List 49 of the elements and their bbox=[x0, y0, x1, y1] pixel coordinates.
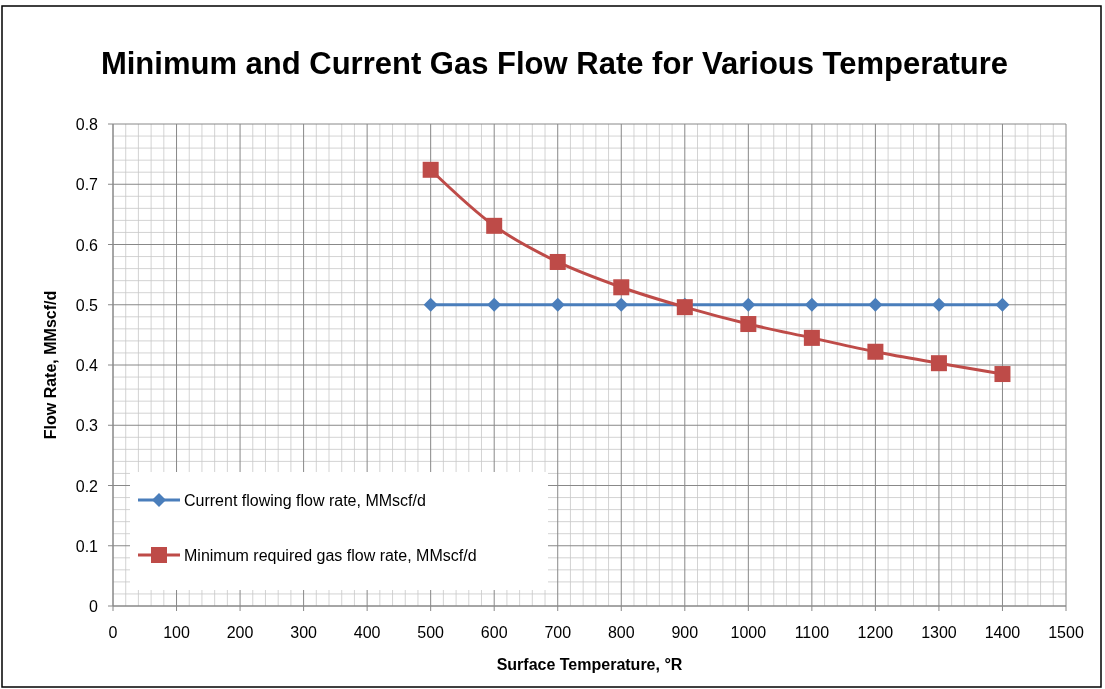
point bbox=[423, 297, 438, 312]
y-tick-label: 0 bbox=[89, 598, 99, 615]
point bbox=[868, 297, 883, 312]
point bbox=[803, 329, 820, 346]
x-tick-label: 1300 bbox=[921, 624, 957, 641]
y-axis-title: Flow Rate, MMscf/d bbox=[42, 290, 59, 440]
x-axis-title: Surface Temperature, °R bbox=[496, 656, 683, 673]
x-tick-label: 1400 bbox=[984, 624, 1021, 641]
point bbox=[740, 316, 757, 333]
point bbox=[486, 217, 503, 234]
point bbox=[549, 253, 566, 270]
x-tick-label: 800 bbox=[607, 624, 635, 641]
point bbox=[867, 343, 884, 360]
y-tick-label: 0.3 bbox=[75, 417, 99, 435]
y-tick-label: 0.6 bbox=[75, 236, 99, 254]
x-tick-label: 0 bbox=[108, 624, 118, 641]
x-tick-label: 1100 bbox=[794, 624, 830, 641]
point bbox=[930, 355, 947, 372]
point bbox=[422, 161, 439, 178]
x-tick-label: 1000 bbox=[730, 624, 767, 641]
x-tick-label: 700 bbox=[544, 624, 572, 641]
y-tick-label: 0.4 bbox=[75, 357, 99, 374]
point bbox=[804, 297, 819, 312]
x-tick-label: 500 bbox=[417, 624, 445, 641]
point bbox=[931, 297, 946, 312]
y-tick-label: 0.7 bbox=[75, 176, 99, 194]
x-tick-label: 1200 bbox=[857, 624, 894, 641]
point bbox=[487, 297, 502, 312]
x-tick-label: 100 bbox=[163, 624, 190, 641]
x-tick-label: 900 bbox=[671, 624, 699, 641]
x-tick-label: 1500 bbox=[1048, 624, 1084, 641]
point bbox=[614, 297, 629, 312]
legend-label: Minimum required gas flow rate, MMscf/d bbox=[184, 547, 477, 564]
point bbox=[994, 366, 1011, 383]
point bbox=[613, 279, 630, 296]
x-tick-label: 600 bbox=[480, 624, 508, 641]
point bbox=[995, 297, 1010, 312]
point bbox=[741, 297, 756, 312]
chart-title: Minimum and Current Gas Flow Rate for Various Temperature bbox=[100, 46, 1009, 81]
y-tick-label: 0.8 bbox=[75, 116, 99, 133]
y-tick-label: 0.2 bbox=[75, 477, 99, 495]
x-tick-label: 200 bbox=[226, 624, 254, 641]
point bbox=[550, 297, 565, 312]
legend-label: Current flowing flow rate, MMscf/d bbox=[184, 492, 426, 509]
point bbox=[676, 299, 693, 316]
y-tick-label: 0.5 bbox=[75, 296, 99, 314]
x-tick-label: 400 bbox=[353, 624, 381, 641]
x-tick-label: 300 bbox=[290, 624, 318, 641]
y-tick-label: 0.1 bbox=[75, 537, 99, 555]
